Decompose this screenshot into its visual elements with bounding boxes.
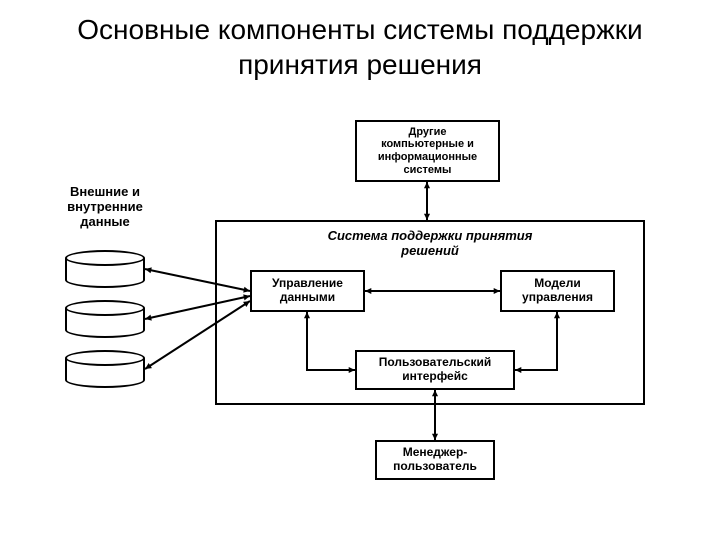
diagram-canvas: Внешние ивнутренниеданные Другиекомпьюте… — [0, 90, 720, 540]
page-title: Основные компоненты системы поддержки пр… — [0, 0, 720, 82]
data-management-box: Управлениеданными — [250, 270, 365, 312]
user-interface-box: Пользовательскийинтерфейс — [355, 350, 515, 390]
database-cylinder-2 — [65, 300, 145, 338]
external-data-label: Внешние ивнутренниеданные — [50, 185, 160, 230]
database-cylinder-3 — [65, 350, 145, 388]
models-management-box: Моделиуправления — [500, 270, 615, 312]
dss-container-title: Система поддержки принятиярешений — [217, 228, 643, 258]
manager-user-box: Менеджер-пользователь — [375, 440, 495, 480]
database-cylinder-1 — [65, 250, 145, 288]
other-systems-box: Другиекомпьютерные иинформационныесистем… — [355, 120, 500, 182]
